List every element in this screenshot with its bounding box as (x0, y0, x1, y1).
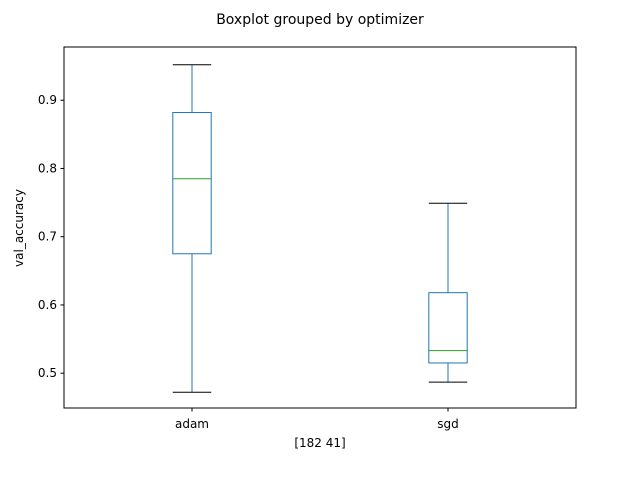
y-axis-label: val_accuracy (12, 189, 26, 267)
y-tick-label: 0.8 (38, 161, 57, 175)
y-tick-label: 0.7 (38, 230, 57, 244)
y-axis: 0.5 0.6 0.7 0.8 0.9 (38, 93, 64, 380)
x-axis: adam sgd (175, 408, 459, 431)
y-tick-label: 0.9 (38, 93, 57, 107)
box-body (428, 292, 468, 364)
y-tick-label: 0.5 (38, 366, 57, 380)
box-sgd (428, 202, 468, 383)
x-axis-label: [182 41] (294, 436, 345, 450)
chart-title: Boxplot grouped by optimizer (216, 12, 424, 28)
y-tick-label: 0.6 (38, 298, 57, 312)
plot-area (63, 46, 577, 409)
x-tick-label: adam (175, 417, 209, 431)
box-adam (172, 64, 212, 393)
box-body (172, 112, 212, 255)
boxes (172, 64, 468, 393)
x-tick-label: sgd (437, 417, 459, 431)
